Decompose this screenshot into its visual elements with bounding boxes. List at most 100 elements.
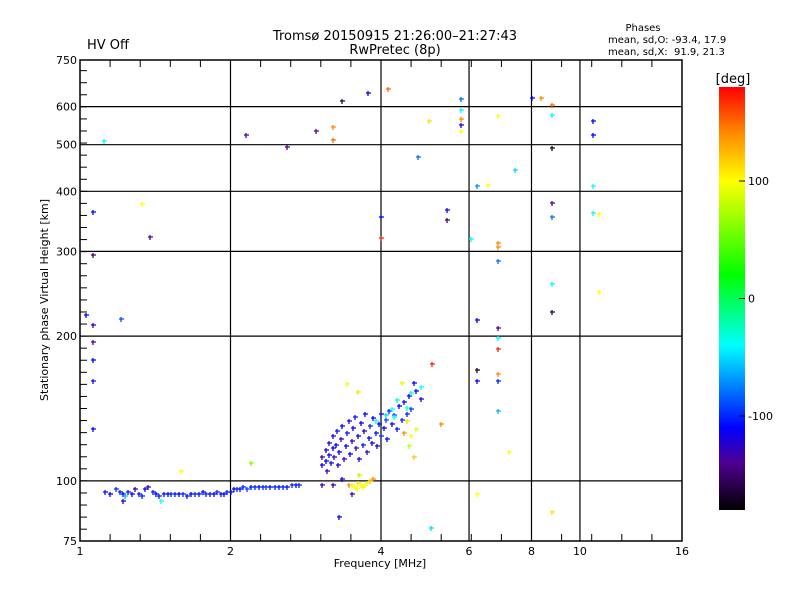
- data-point: [475, 184, 480, 189]
- data-point: [91, 253, 96, 258]
- data-point: [400, 381, 405, 386]
- y-tick-label: 400: [56, 185, 77, 198]
- data-point: [331, 138, 336, 143]
- data-point: [382, 426, 387, 431]
- data-point: [244, 133, 249, 138]
- data-point: [379, 215, 384, 220]
- data-point: [405, 419, 410, 424]
- data-point: [340, 477, 345, 482]
- data-point: [140, 494, 145, 499]
- hv-status: HV Off: [87, 38, 130, 53]
- data-point: [245, 487, 250, 492]
- data-point: [469, 237, 474, 242]
- data-point: [419, 385, 424, 390]
- data-point: [496, 372, 501, 377]
- data-point: [238, 487, 243, 492]
- data-point: [351, 426, 356, 431]
- y-tick-label: 100: [56, 475, 77, 488]
- data-point: [335, 429, 340, 434]
- data-point: [365, 450, 370, 455]
- data-point: [445, 208, 450, 213]
- data-point: [159, 499, 164, 504]
- data-point: [357, 457, 362, 462]
- data-point: [384, 418, 389, 423]
- data-point: [363, 412, 368, 417]
- phases-o-stats: mean, sd,O: -93.4, 17.9: [608, 35, 726, 46]
- data-point: [475, 379, 480, 384]
- data-point: [374, 431, 379, 436]
- data-point: [365, 481, 370, 486]
- data-point: [400, 418, 405, 423]
- data-point: [84, 313, 89, 318]
- data-point: [241, 485, 246, 490]
- data-point: [550, 282, 555, 287]
- data-point: [148, 235, 153, 240]
- data-point: [530, 96, 535, 101]
- phases-title: Phases: [625, 23, 660, 34]
- data-point: [185, 494, 190, 499]
- data-point: [91, 323, 96, 328]
- x-tick-label: 16: [675, 545, 689, 558]
- data-point: [140, 202, 145, 207]
- data-point: [143, 487, 148, 492]
- data-point: [325, 469, 330, 474]
- data-point: [459, 129, 464, 134]
- data-point: [320, 463, 325, 468]
- x-tick-label: 10: [573, 545, 587, 558]
- data-point: [362, 483, 367, 488]
- data-point: [154, 492, 159, 497]
- x-tick-label: 6: [466, 545, 473, 558]
- data-point: [390, 422, 395, 427]
- data-point: [337, 515, 342, 520]
- data-point: [496, 379, 501, 384]
- data-point: [392, 415, 397, 420]
- data-point: [332, 455, 337, 460]
- data-point: [130, 492, 135, 497]
- data-point: [427, 119, 432, 124]
- y-tick-label: 500: [56, 139, 77, 152]
- data-point: [347, 419, 352, 424]
- data-point: [539, 96, 544, 101]
- data-point: [550, 215, 555, 220]
- data-point: [91, 427, 96, 432]
- colorbar-tick-label: 100: [748, 175, 769, 188]
- data-point: [297, 483, 302, 488]
- data-point: [91, 210, 96, 215]
- data-point: [402, 431, 407, 436]
- y-tick-label: 200: [56, 330, 77, 343]
- data-point: [387, 409, 392, 414]
- data-point: [445, 218, 450, 223]
- y-tick-label: 300: [56, 245, 77, 258]
- data-point: [397, 404, 402, 409]
- data-point: [342, 457, 347, 462]
- data-point: [133, 487, 138, 492]
- data-point: [331, 125, 336, 130]
- data-point: [151, 490, 156, 495]
- data-point: [475, 492, 480, 497]
- data-point: [475, 318, 480, 323]
- data-point: [439, 422, 444, 427]
- data-point: [384, 413, 389, 418]
- data-point: [340, 424, 345, 429]
- data-point: [337, 450, 342, 455]
- y-tick-label: 600: [56, 101, 77, 114]
- data-point: [395, 398, 400, 403]
- data-point: [379, 434, 384, 439]
- data-point: [215, 490, 220, 495]
- data-point: [331, 483, 336, 488]
- data-point: [429, 526, 434, 531]
- data-point: [371, 416, 376, 421]
- data-point: [496, 409, 501, 414]
- data-point: [331, 446, 336, 451]
- data-point: [486, 183, 491, 188]
- data-point: [395, 427, 400, 432]
- data-point: [118, 490, 123, 495]
- y-tick-label: 750: [56, 54, 77, 67]
- data-point: [496, 259, 501, 264]
- data-point: [340, 99, 345, 104]
- data-point: [197, 492, 202, 497]
- data-point: [114, 487, 119, 492]
- data-point: [496, 326, 501, 331]
- data-point: [550, 103, 555, 108]
- data-point: [102, 139, 107, 144]
